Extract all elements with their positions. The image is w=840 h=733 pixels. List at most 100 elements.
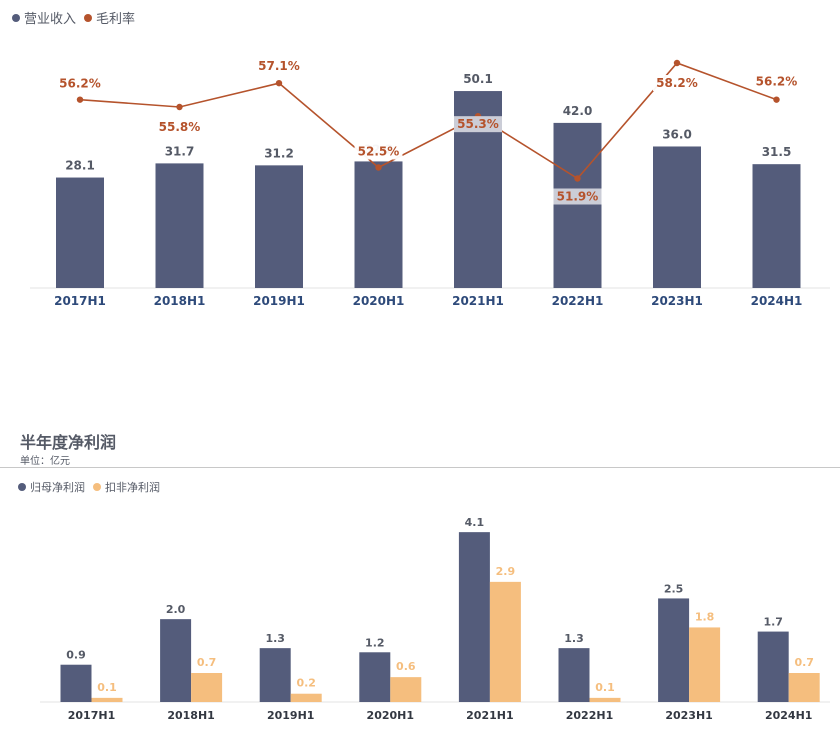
x-tick-label: 2019H1 [267,709,314,722]
section-divider [0,467,840,468]
net-profit-value-label: 0.9 [66,649,86,662]
revenue-value-label: 50.1 [463,72,493,86]
deducted-profit-value-label: 0.7 [197,656,217,669]
deducted-profit-value-label: 0.1 [595,681,615,694]
x-tick-label: 2018H1 [167,709,214,722]
net-profit-value-label: 2.5 [664,582,684,595]
gross-margin-point [176,103,183,111]
net-profit-bar [458,532,490,702]
x-tick-label: 2024H1 [751,294,803,308]
net-profit-value-label: 1.3 [564,632,584,645]
net-profit-chart-title: 半年度净利润 [20,433,117,452]
revenue-value-label: 31.7 [165,144,195,158]
margin-label-background [653,75,701,91]
x-tick-label: 2020H1 [353,294,405,308]
net-profit-value-label: 1.2 [365,636,385,649]
x-tick-label: 2017H1 [68,709,115,722]
deducted-profit-value-label: 0.7 [794,656,814,669]
revenue-bar [155,163,204,288]
deducted-profit-bar [191,673,223,702]
legend-item-net-profit: 归母净利润 [18,479,85,495]
gross-margin-point [673,59,681,67]
deducted-profit-bar [589,697,621,702]
revenue-bar [354,161,403,288]
revenue-bar [56,177,104,288]
x-tick-label: 2021H1 [466,709,513,722]
gross-margin-value-label: 52.5% [358,145,400,159]
legend-label-margin: 毛利率 [96,12,136,27]
revenue-value-label: 31.2 [264,146,294,160]
net-profit-legend-dot-icon [18,483,26,491]
x-tick-label: 2023H1 [651,294,703,308]
legend-label-revenue: 营业收入 [24,12,77,27]
revenue-value-label: 31.5 [762,145,792,159]
revenue-bar [653,146,701,288]
revenue-value-label: 42.0 [563,104,593,118]
deducted-profit-bar [390,677,422,702]
margin-label-background [553,188,602,205]
x-tick-label: 2024H1 [765,709,812,722]
legend-label-deducted-profit: 扣非净利润 [105,481,160,494]
deducted-profit-bar [788,673,820,702]
net-profit-value-label: 2.0 [166,603,186,616]
net-profit-bar [60,664,92,702]
margin-legend-dot-icon [84,13,93,22]
net-profit-chart-unit: 单位：亿元 [20,456,70,467]
margin-label-background [454,116,502,133]
gross-margin-value-label: 56.2% [59,77,101,91]
net-profit-bar [160,619,192,702]
deducted-profit-value-label: 0.1 [97,681,117,694]
x-tick-label: 2020H1 [367,709,414,722]
gross-margin-value-label: 55.8% [159,120,201,134]
gross-margin-value-label: 55.3% [457,117,499,131]
margin-label-background [354,143,403,160]
gross-margin-point [574,175,581,182]
gross-margin-point [773,96,780,103]
gross-margin-value-label: 51.9% [557,190,599,204]
net-profit-value-label: 4.1 [465,516,485,529]
revenue-bar [752,164,801,288]
revenue-bar [553,122,602,289]
gross-margin-point [375,164,382,171]
net-profit-bar [259,648,291,702]
deducted-profit-value-label: 2.9 [496,565,516,578]
chart1-legend: 营业收入 毛利率 [12,8,143,27]
revenue-bar [255,165,303,288]
legend-item-revenue: 营业收入 [12,8,76,27]
revenue-value-label: 28.1 [65,159,95,173]
revenue-margin-chart: 28.131.731.232.250.142.036.031.556.2%55.… [30,59,830,308]
net-profit-bar [359,652,391,702]
net-profit-bar [558,648,590,702]
x-tick-label: 2022H1 [552,294,604,308]
gross-margin-point [76,96,84,103]
deducted-profit-bar [689,627,721,702]
x-tick-label: 2023H1 [665,709,712,722]
deducted-profit-value-label: 1.8 [695,610,715,623]
revenue-value-label: 36.0 [662,127,692,141]
deducted-profit-value-label: 0.2 [296,677,316,690]
x-tick-label: 2018H1 [154,294,206,308]
x-tick-label: 2022H1 [566,709,613,722]
deducted-profit-bar [290,693,322,702]
net-profit-bar [658,598,690,702]
chart2-legend: 归母净利润 扣非净利润 [18,479,168,495]
legend-item-margin: 毛利率 [84,8,135,27]
gross-margin-point [275,79,283,87]
x-tick-label: 2021H1 [452,294,504,308]
legend-item-deducted-profit: 扣非净利润 [93,479,160,495]
net-profit-bar [757,631,789,702]
net-profit-value-label: 1.3 [265,632,285,645]
net-profit-value-label: 1.7 [763,616,783,629]
revenue-legend-dot-icon [12,13,20,22]
x-tick-label: 2017H1 [54,294,106,308]
legend-label-net-profit: 归母净利润 [30,481,85,494]
deducted-profit-legend-dot-icon [93,483,101,491]
x-tick-label: 2019H1 [253,294,305,308]
gross-margin-value-label: 57.1% [258,59,300,73]
deducted-profit-value-label: 0.6 [396,660,416,673]
deducted-profit-bar [91,697,123,702]
deducted-profit-bar [489,581,521,702]
gross-margin-value-label: 56.2% [756,75,798,89]
gross-margin-value-label: 58.2% [656,76,698,90]
